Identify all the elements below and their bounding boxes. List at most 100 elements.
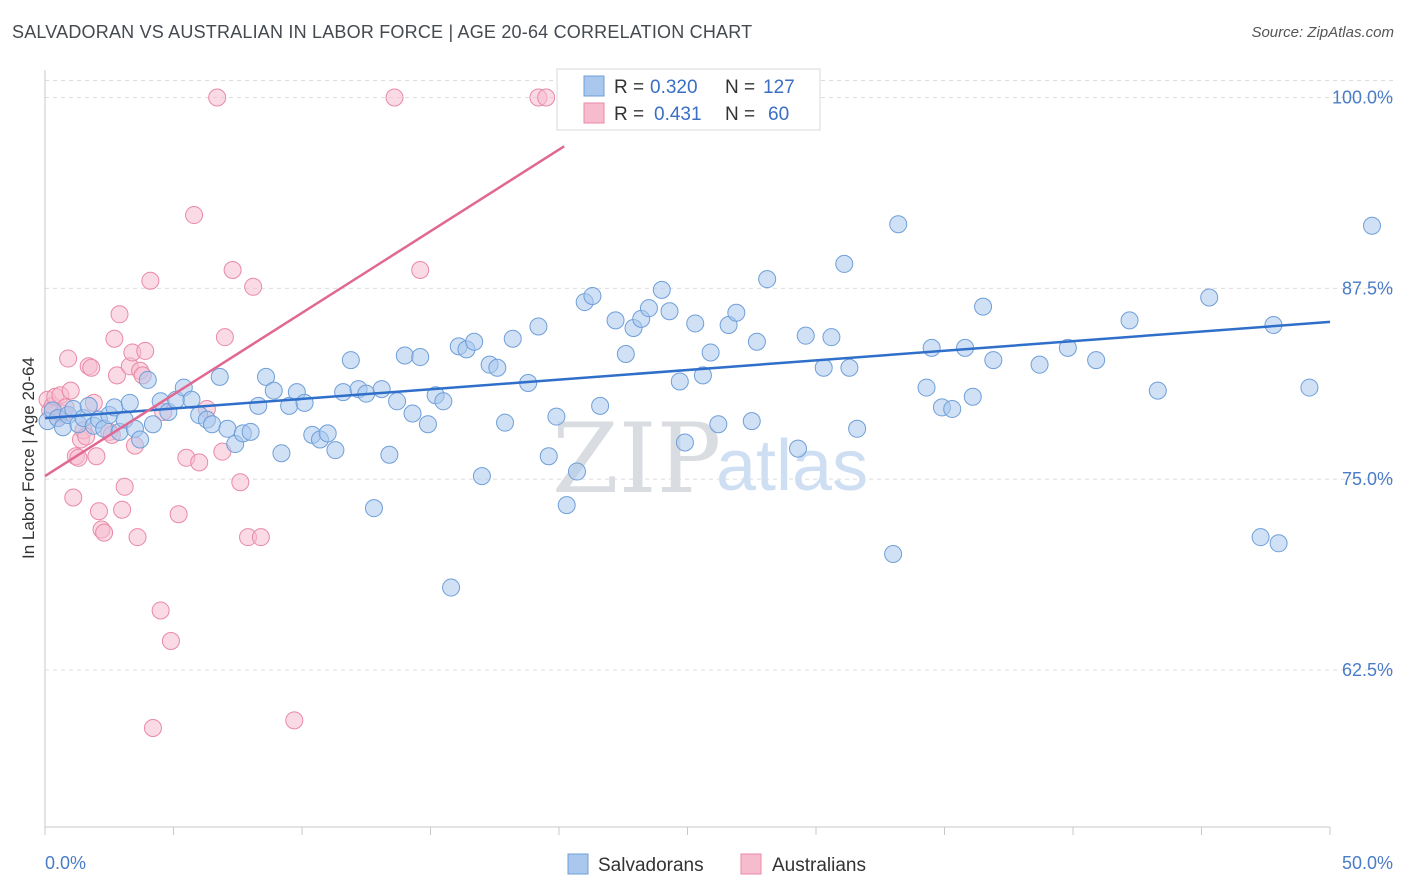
salvadorans-point — [203, 415, 222, 434]
salvadorans-point — [943, 399, 962, 418]
salvadorans-point — [241, 422, 260, 441]
australians-point — [95, 523, 114, 542]
salvadorans-point — [318, 424, 337, 443]
salvadorans-point — [372, 380, 391, 399]
y-tick-label: 87.5% — [1342, 278, 1393, 298]
bottom-legend-label-australians: Australians — [772, 855, 866, 876]
salvadorans-point — [1058, 338, 1077, 357]
salvadorans-point — [747, 332, 766, 351]
salvadorans-point — [1363, 216, 1381, 235]
australians-point — [190, 453, 209, 472]
australians-point — [161, 631, 180, 650]
y-tick-label: 100.0% — [1332, 88, 1393, 108]
legend-box: R = 0.320 N = 127 R = 0.431 N = 60 — [556, 68, 821, 131]
x-tick-label: 0.0% — [45, 853, 86, 873]
salvadorans-point — [131, 430, 150, 449]
x-ticks — [44, 827, 1331, 835]
salvadorans-point — [1200, 288, 1219, 307]
australians-point — [385, 88, 404, 107]
bottom-legend-label-salvadorans: Salvadorans — [598, 855, 704, 876]
australians-trend-line — [44, 145, 565, 478]
australians-point — [82, 358, 101, 377]
australians-point — [89, 502, 108, 521]
salvadorans-point — [529, 317, 548, 336]
salvadorans-point — [727, 303, 746, 322]
australians-point — [136, 341, 155, 360]
australians-point — [251, 528, 270, 547]
salvadorans-point — [341, 351, 360, 370]
salvadorans-point — [503, 329, 522, 348]
salvadorans-point — [922, 338, 941, 357]
y-tick-labels: 100.0% 87.5% 75.0% 62.5% — [1332, 88, 1393, 681]
trend-lines — [44, 145, 1331, 478]
salvadorans-point — [709, 415, 728, 434]
australians-point — [208, 88, 227, 107]
australians-point — [411, 261, 430, 280]
salvadorans-point — [334, 383, 353, 402]
salvadorans-point — [465, 332, 484, 351]
legend-r-label-1: R = — [614, 77, 644, 98]
salvadorans-point — [693, 366, 712, 385]
salvadorans-point — [295, 393, 314, 412]
salvadorans-point — [434, 392, 453, 411]
salvadorans-point — [789, 439, 808, 458]
legend-n-value-2: 60 — [768, 104, 789, 125]
salvadorans-point — [660, 302, 679, 321]
legend-r-label-2: R = — [614, 104, 644, 125]
salvadorans-point — [606, 311, 625, 330]
australians-point — [231, 473, 250, 492]
bottom-legend: Salvadorans Australians — [567, 853, 866, 876]
salvadorans-point — [411, 348, 430, 367]
salvadorans-point — [652, 280, 671, 299]
australians-point — [115, 477, 134, 496]
salvadorans-point — [257, 367, 276, 386]
salvadorans-point — [639, 299, 658, 318]
salvadorans-point — [380, 445, 399, 464]
salvadorans-point — [583, 286, 602, 305]
salvadorans-point — [675, 433, 694, 452]
salvadorans-point — [984, 351, 1003, 370]
watermark-zip: ZIP — [552, 403, 721, 515]
australians-point — [244, 277, 263, 296]
salvadorans-point — [395, 346, 414, 365]
salvadorans-point — [326, 441, 345, 460]
australians-point — [151, 601, 170, 620]
australians-point — [110, 305, 129, 324]
x-tick-label: 50.0% — [1342, 853, 1393, 873]
y-tick-label: 75.0% — [1342, 469, 1393, 489]
salvadorans-point — [835, 254, 854, 273]
australians-point — [169, 505, 188, 524]
legend-n-label-1: N = — [725, 77, 755, 98]
salvadorans-point — [591, 396, 610, 415]
salvadorans-point — [884, 544, 903, 563]
salvadorans-trend-line — [44, 320, 1331, 420]
salvadorans-point — [567, 462, 586, 481]
salvadorans-point — [403, 404, 422, 423]
salvadorans-point — [814, 358, 833, 377]
salvadorans-point — [488, 358, 507, 377]
salvadorans-point — [249, 396, 268, 415]
bottom-legend-swatch-australians — [740, 853, 762, 875]
salvadorans-point — [742, 412, 761, 431]
legend-n-label-2: N = — [725, 104, 755, 125]
salvadorans-point — [418, 415, 437, 434]
legend-swatch-salvadorans — [583, 75, 605, 97]
salvadorans-point — [1030, 355, 1049, 374]
salvadorans-point — [1300, 378, 1319, 397]
legend-r-value-2: 0.431 — [654, 104, 702, 125]
salvadorans-point — [272, 444, 291, 463]
australians-point — [537, 88, 556, 107]
salvadorans-point — [210, 367, 229, 386]
australians-point — [107, 366, 126, 385]
grid-lines — [45, 80, 1393, 671]
salvadorans-point — [120, 393, 139, 412]
salvadorans-point — [496, 413, 515, 432]
bottom-legend-swatch-salvadorans — [567, 853, 589, 875]
salvadorans-point — [963, 387, 982, 406]
salvadorans-point — [822, 328, 841, 347]
australians-point — [113, 500, 132, 519]
australians-point — [223, 261, 242, 280]
salvadorans-point — [547, 407, 566, 426]
legend-n-value-1: 127 — [763, 77, 795, 98]
